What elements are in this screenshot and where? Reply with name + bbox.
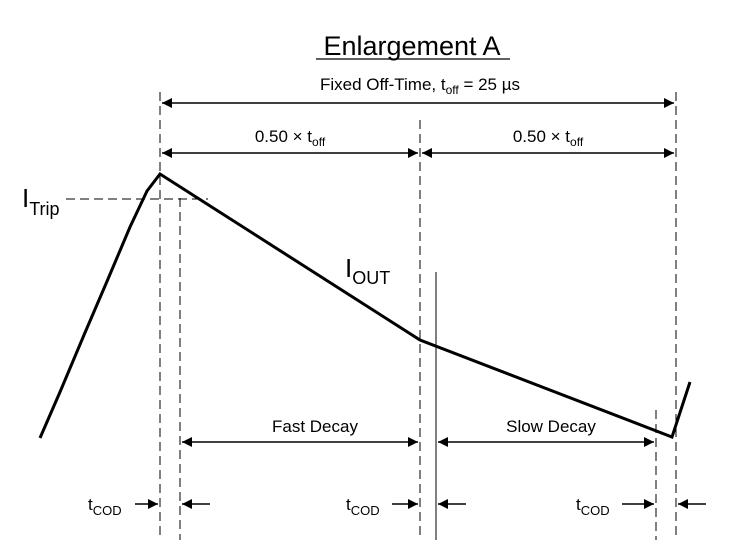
half-off-time-label-1: 0.50 × toff [255,127,326,149]
tcod-label-3: tCOD [576,495,610,518]
itrip-label: ITrip [22,183,60,219]
diagram-title: Enlargement A [323,31,500,61]
slow-decay-label: Slow Decay [506,417,596,436]
fast-decay-label: Fast Decay [272,417,358,436]
iout-waveform [38,171,692,439]
tcod-label-2: tCOD [346,495,380,518]
fixed-off-time-label: Fixed Off-Time, toff = 25 µs [320,75,520,97]
boundary-lines [66,92,677,540]
iout-label: IOUT [345,253,390,288]
tcod-label-1: tCOD [88,495,122,518]
half-off-time-label-2: 0.50 × toff [513,127,584,149]
